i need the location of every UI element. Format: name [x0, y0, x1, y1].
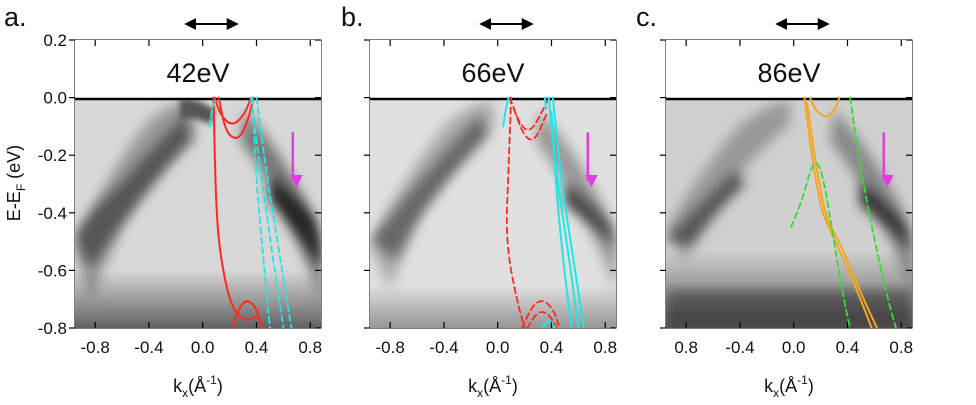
band-line-1	[806, 102, 878, 328]
x-title-sub: x	[182, 386, 188, 400]
x-title-sup: -1	[501, 373, 512, 387]
axes: -0.8 -0.4 0.0 0.4 0.8 0.2 0.0 -0.2 -0.4 -0.6 -0.8	[38, 31, 322, 357]
x-tick-label: 0.4	[836, 338, 860, 357]
band-line-1	[213, 96, 253, 125]
panel-a: a. 42eV -0.8 -0.4 0.0 0.4 0.80.20.0-0.2-0.4-…	[4, 2, 322, 400]
band-line-0	[212, 96, 263, 328]
x-tick-label: 0.0	[782, 338, 806, 357]
x-title-main: k	[468, 376, 478, 396]
band-line-0	[505, 96, 526, 328]
x-title-close: )	[512, 376, 518, 396]
x-title-close: )	[808, 376, 814, 396]
band-line-1	[508, 96, 550, 131]
band-group	[208, 96, 293, 328]
panel-b: b. 66eV -0.8 -0.4 0.0 0.4 0.8 kx(Å-1)	[341, 2, 617, 400]
band-line-4	[250, 96, 285, 328]
x-axis-title: kx(Å-1)	[468, 373, 518, 400]
y-tick-label: -0.4	[38, 204, 67, 223]
energy-label-box	[75, 40, 321, 99]
energy-label-box	[370, 40, 616, 99]
x-tick-label: 0.4	[245, 338, 269, 357]
y-tick-label: -0.8	[38, 319, 67, 338]
band-line-3	[231, 300, 263, 328]
y-axis-title: E-EF (eV)	[4, 145, 28, 221]
y-title-main: E-E	[4, 191, 24, 221]
intensity-map	[370, 99, 616, 328]
svg-text:E-EF(eV): E-EF (eV)	[4, 145, 28, 221]
band-line-8	[543, 96, 548, 111]
x-tick-label: 0.0	[191, 338, 215, 357]
x-title-sup: -1	[797, 373, 808, 387]
axes: 0.8 -0.4 0.0 0.4 0.8	[660, 39, 913, 357]
panel-label: c.	[636, 2, 657, 32]
band-line-4	[526, 311, 558, 328]
x-title-unit: (Å	[483, 376, 501, 396]
band-line-2	[512, 108, 547, 141]
band-group	[790, 96, 897, 328]
intensity-map	[666, 99, 912, 328]
band-line-3	[790, 162, 852, 328]
panel-label: a.	[4, 2, 27, 32]
x-tick-label: 0.4	[540, 338, 564, 357]
band-line-6	[251, 96, 271, 328]
x-tick-label: 0.8	[593, 338, 617, 357]
x-title-unit: (Å	[188, 376, 206, 396]
photon-energy-label: 86eV	[757, 58, 820, 88]
x-title-unit: (Å	[779, 376, 797, 396]
panel-label: b.	[341, 2, 364, 32]
x-tick-label: -0.4	[134, 338, 163, 357]
axes: -0.8 -0.4 0.0 0.4 0.8	[364, 39, 617, 357]
band-line-2	[808, 96, 841, 118]
x-tick-label: 0.8	[889, 338, 913, 357]
y-title-unit: (eV)	[4, 145, 24, 179]
x-tick-label: 0.0	[486, 338, 510, 357]
y-tick-label: -0.6	[38, 261, 67, 280]
y-tick-label: 0.0	[43, 89, 67, 108]
x-tick-label: -0.8	[81, 338, 110, 357]
x-title-sub: x	[773, 386, 779, 400]
x-axis-title: kx(Å-1)	[764, 373, 814, 400]
y-title-sub: F	[14, 184, 28, 191]
x-tick-label: 0.8	[674, 338, 698, 357]
band-group	[502, 96, 585, 328]
energy-label-box	[666, 40, 912, 99]
photon-energy-label: 42eV	[166, 58, 229, 88]
photon-energy-label: 66eV	[461, 58, 524, 88]
band-line-7	[550, 111, 573, 328]
x-title-sup: -1	[206, 373, 217, 387]
band-line-0	[803, 96, 873, 328]
y-tick-label: -0.2	[38, 146, 67, 165]
x-tick-label: 0.8	[298, 338, 322, 357]
x-axis-title: kx(Å-1)	[173, 373, 223, 400]
x-tick-label: -0.4	[725, 338, 754, 357]
x-tick-label: -0.4	[429, 338, 458, 357]
intensity-map	[75, 99, 321, 328]
x-tick-label: -0.8	[376, 338, 405, 357]
band-line-6	[551, 96, 585, 328]
band-line-7	[208, 96, 217, 128]
band-line-4	[849, 96, 897, 328]
x-title-sub: x	[477, 386, 483, 400]
y-tick-label: 0.2	[43, 31, 67, 50]
band-line-5	[255, 96, 293, 328]
band-line-3	[521, 300, 561, 328]
panel-c: c. 86eV 0.8 -0.4 0.0 0.4 0.8 kx(Å-1)	[636, 2, 913, 400]
x-title-main: k	[764, 376, 774, 396]
band-line-9	[502, 96, 510, 128]
band-line-10	[541, 320, 557, 328]
band-line-2	[217, 96, 255, 139]
x-title-close: )	[217, 376, 223, 396]
x-title-main: k	[173, 376, 183, 396]
